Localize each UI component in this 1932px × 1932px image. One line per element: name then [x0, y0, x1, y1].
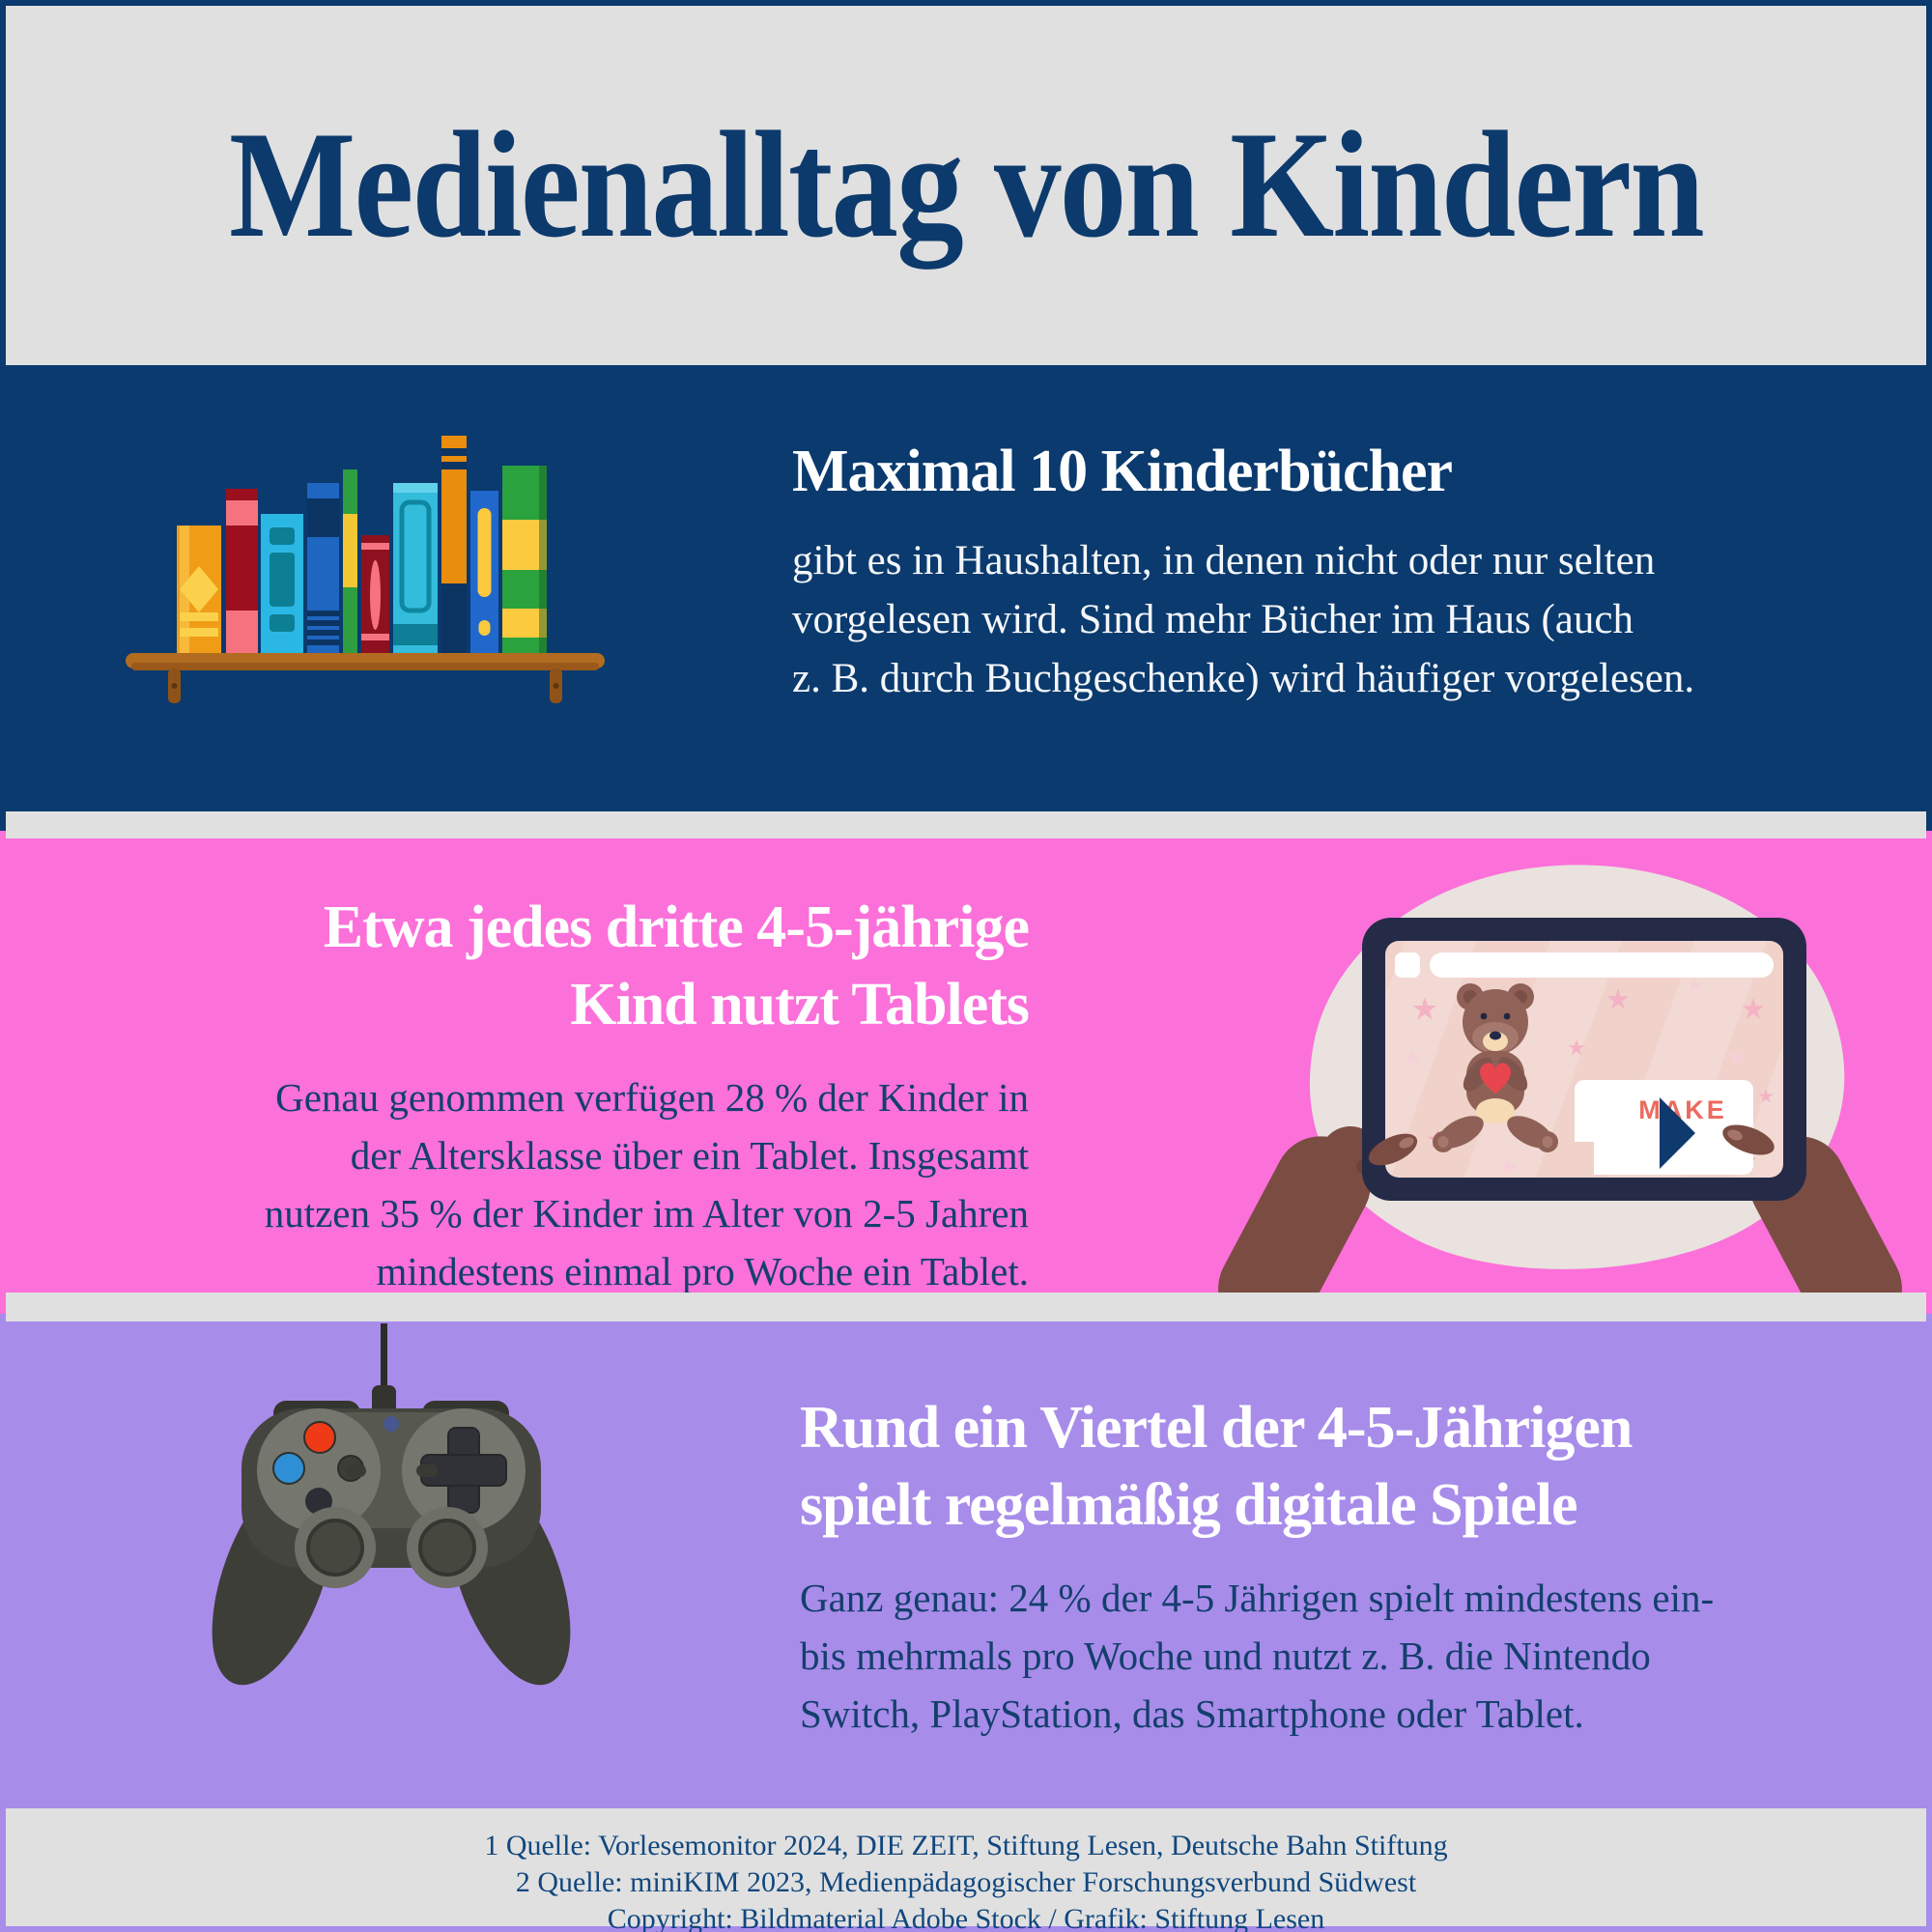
section-books: Maximal 10 Kinderbücher gibt es in Haush… — [0, 365, 1932, 811]
center-controls — [345, 1416, 438, 1477]
separator — [6, 1293, 1926, 1321]
source-line-1: 1 Quelle: Vorlesemonitor 2024, DIE ZEIT,… — [484, 1830, 1448, 1861]
section-games: Rund ein Viertel der 4-5-Jährigen spielt… — [0, 1321, 1932, 1808]
book-cyan — [261, 514, 303, 653]
books-text-block: Maximal 10 Kinderbücher gibt es in Haush… — [792, 437, 1893, 708]
blue-button — [272, 1452, 305, 1485]
tablet-body: Genau genommen verfügen 28 % der Kinder … — [77, 1068, 1029, 1300]
books-heading: Maximal 10 Kinderbücher — [792, 439, 1453, 504]
source-line-2: 2 Quelle: miniKIM 2023, Medienpädagogisc… — [515, 1866, 1417, 1898]
games-body: Ganz genau: 24 % der 4-5 Jährigen spielt… — [800, 1569, 1903, 1743]
tablet-body-line: mindestens einmal pro Woche ein Tablet. — [376, 1249, 1029, 1293]
games-heading-line: Rund ein Viertel der 4-5-Jährigen — [800, 1395, 1633, 1461]
header: Medienalltag von Kindern — [6, 6, 1926, 365]
games-heading: Rund ein Viertel der 4-5-Jährigen spielt… — [800, 1389, 1903, 1544]
footer: 1 Quelle: Vorlesemonitor 2024, DIE ZEIT,… — [6, 1808, 1926, 1932]
tablet-body-line: nutzen 35 % der Kinder im Alter von 2-5 … — [264, 1191, 1029, 1236]
dpad-icon — [420, 1427, 507, 1514]
start-button — [416, 1464, 438, 1477]
book-spines — [177, 436, 547, 653]
book-orange — [177, 526, 221, 653]
copyright-line: Copyright: Bildmaterial Adobe Stock / Gr… — [607, 1903, 1325, 1932]
tablet-body-line: Genau genommen verfügen 28 % der Kinder … — [275, 1075, 1029, 1120]
bookshelf-icon — [126, 436, 605, 703]
left-thumb — [1368, 1133, 1418, 1166]
books-body-line: z. B. durch Buchgeschenke) wird häufiger… — [792, 656, 1695, 701]
gamepad-wire — [372, 1323, 396, 1418]
book-orange-tall — [441, 436, 467, 653]
section-tablet: Etwa jedes dritte 4-5-jährige Kind nutzt… — [0, 838, 1932, 1293]
red-button — [303, 1421, 336, 1454]
books-body-line: gibt es in Haushalten, in denen nicht od… — [792, 538, 1656, 583]
tablet-heading-line: Etwa jedes dritte 4-5-jährige — [323, 895, 1030, 960]
book-green-large — [502, 466, 547, 653]
book-red-thin — [361, 535, 389, 653]
books-body-line: vorgelesen wird. Sind mehr Bücher im Hau… — [792, 597, 1634, 642]
select-button — [345, 1464, 366, 1477]
book-cyan-large — [393, 483, 438, 653]
page-title: Medienalltag von Kindern — [229, 100, 1705, 270]
separator — [6, 811, 1926, 838]
shelf-board — [126, 653, 605, 703]
play-icon — [1660, 1097, 1695, 1169]
book-darkred — [226, 489, 258, 653]
books-body: gibt es in Haushalten, in denen nicht od… — [792, 531, 1893, 708]
games-body-line: bis mehrmals pro Woche und nutzt z. B. d… — [800, 1634, 1651, 1678]
games-text-block: Rund ein Viertel der 4-5-Jährigen spielt… — [800, 1389, 1903, 1743]
tablet-heading-line: Kind nutzt Tablets — [570, 972, 1030, 1037]
indicator-light — [384, 1416, 399, 1432]
games-heading-line: spielt regelmäßig digitale Spiele — [800, 1472, 1578, 1538]
games-body-line: Ganz genau: 24 % der 4-5 Jährigen spielt… — [800, 1576, 1715, 1620]
right-thumb — [1722, 1124, 1775, 1155]
tablet-text-block: Etwa jedes dritte 4-5-jährige Kind nutzt… — [77, 889, 1030, 1300]
hands-holding-tablet-icon: MAKE — [1218, 865, 1902, 1293]
black-button — [305, 1488, 332, 1515]
tablet-heading: Etwa jedes dritte 4-5-jährige Kind nutzt… — [77, 889, 1030, 1043]
make-label: MAKE — [1638, 1095, 1727, 1124]
book-blue-pill — [470, 491, 498, 653]
tablet-device: MAKE — [1362, 918, 1806, 1201]
gamepad-body — [212, 1401, 571, 1686]
game-controller-icon — [212, 1323, 571, 1686]
tablet-body-line: der Altersklasse über ein Tablet. Insges… — [350, 1133, 1029, 1178]
make-button: MAKE — [1575, 1080, 1753, 1175]
book-green-thin — [343, 469, 357, 653]
book-blue-striped — [307, 483, 339, 653]
games-body-line: Switch, PlayStation, das Smartphone oder… — [800, 1691, 1584, 1736]
teddy-bear-icon — [1433, 983, 1558, 1152]
analog-sticks — [295, 1507, 488, 1588]
browser-bar — [1395, 952, 1774, 978]
